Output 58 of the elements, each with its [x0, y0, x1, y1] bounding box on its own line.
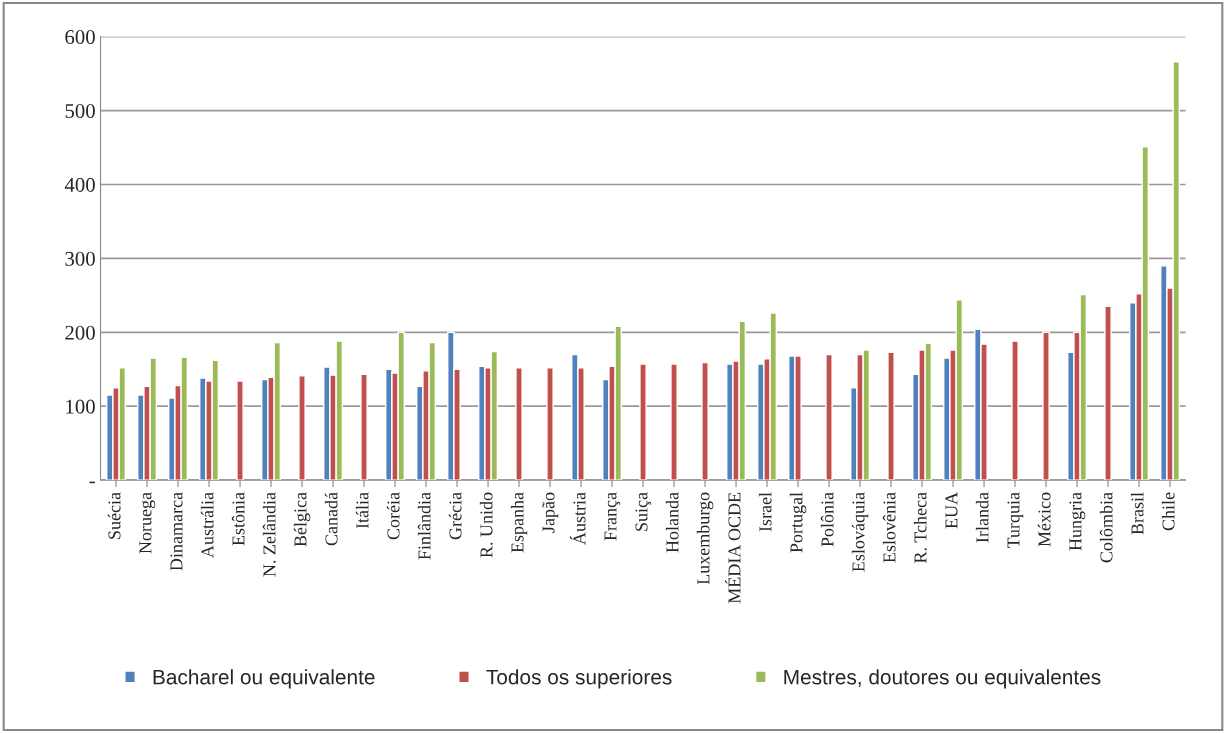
bar [887, 351, 895, 481]
x-tick-label: Coréia [386, 492, 400, 540]
bar [515, 367, 523, 481]
y-tick-label: 600 [65, 30, 95, 45]
x-tick-label: EUA [945, 492, 958, 529]
bar [1104, 305, 1112, 481]
x-tick-label: R. Tcheca [913, 492, 927, 564]
x-tick-label: Canadá [324, 492, 338, 546]
x-tick-label: Eslovênia [882, 492, 896, 563]
bar [701, 361, 709, 481]
x-tick-label: Espanha [510, 492, 528, 553]
bar [670, 363, 678, 481]
x-tick-label: Brasil [1130, 492, 1144, 535]
x-tick-label: Suiça [635, 492, 652, 531]
bar [1042, 331, 1050, 481]
x-tick-label: Estônia [231, 492, 245, 546]
x-tick-label: Noruega [139, 492, 156, 554]
x-tick-label: Austrália [200, 492, 214, 558]
bar [1011, 340, 1019, 481]
x-tick-label: Itália [355, 492, 369, 529]
x-tick-label: N. Zelândia [262, 492, 276, 577]
x-tick-label: Irlanda [975, 492, 989, 543]
x-tick-label: Dinamarca [170, 492, 183, 571]
legend-label: Bacharel ou equivalente [153, 669, 375, 689]
x-tick-label: Turquia [1007, 492, 1024, 549]
x-tick-label: França [604, 492, 621, 541]
y-tick-label: 300 [65, 251, 95, 266]
x-tick-label: Polônia [820, 492, 834, 547]
x-tick-label: Holanda [665, 492, 679, 553]
bar [298, 375, 306, 481]
y-tick-label: - [89, 481, 95, 484]
x-tick-label: Colômbia [1099, 492, 1113, 563]
x-tick-label: Áustria [569, 492, 586, 545]
y-tick-label: 100 [66, 399, 95, 414]
bar [546, 367, 554, 481]
x-tick-label: Grécia [448, 492, 462, 540]
legend-label: Mestres, doutores ou equivalentes [784, 669, 1101, 689]
x-tick-label: Suécia [107, 492, 121, 539]
x-tick-label: R. Unido [479, 492, 493, 558]
y-tick-label: 500 [65, 103, 95, 118]
y-tick-label: 200 [65, 325, 95, 340]
bar [236, 380, 244, 481]
x-tick-label: Finlândia [417, 492, 431, 560]
x-tick-label: Bélgica [293, 492, 311, 547]
x-tick-label: Eslováquia [851, 492, 869, 572]
x-tick-label: Luxemburgo [696, 492, 714, 585]
y-tick-label: 400 [64, 177, 95, 192]
legend-label: Todos os superiores [486, 669, 672, 689]
x-tick-label: Chile [1161, 492, 1175, 531]
bar [360, 373, 368, 481]
x-tick-label: Israel [758, 492, 772, 532]
bar [825, 353, 833, 481]
bar [639, 363, 647, 481]
x-tick-label: MÉDIA OCDE [724, 492, 741, 604]
x-tick-label: Hungria [1069, 492, 1086, 551]
x-tick-label: Portugal [789, 492, 807, 553]
x-tick-label: Japão [542, 492, 559, 533]
x-tick-label: México [1037, 492, 1051, 547]
